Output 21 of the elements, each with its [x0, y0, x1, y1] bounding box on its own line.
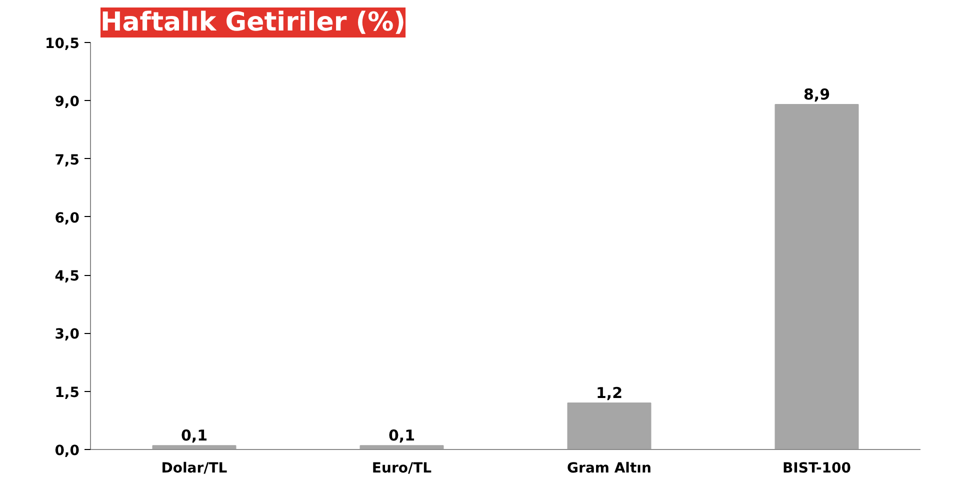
bar: [152, 445, 236, 450]
y-tick-label: 6,0: [54, 210, 80, 226]
chart-title: Haftalık Getiriler (%): [100, 8, 406, 38]
data-label: 8,9: [803, 86, 830, 104]
y-tick-label: 3,0: [54, 326, 80, 343]
y-tick-label: 4,5: [54, 268, 80, 285]
data-label: 1,2: [596, 384, 623, 402]
bar: [567, 402, 652, 450]
y-tick-label: 1,5: [54, 384, 80, 401]
data-label: 0,1: [388, 426, 416, 445]
data-label: 0,1: [180, 426, 208, 445]
x-tick-label: BIST-100: [782, 460, 852, 476]
x-tick-label: Gram Altın: [567, 460, 652, 476]
x-tick-label: Dolar/TL: [161, 460, 228, 476]
y-tick-label: 9,0: [54, 94, 80, 110]
bar: [360, 445, 444, 450]
y-tick-label: 0,0: [54, 443, 80, 459]
bar: [774, 104, 859, 450]
x-tick-label: Euro/TL: [372, 460, 432, 476]
y-tick-label: 10,5: [44, 36, 80, 52]
y-tick-label: 7,5: [54, 152, 80, 168]
